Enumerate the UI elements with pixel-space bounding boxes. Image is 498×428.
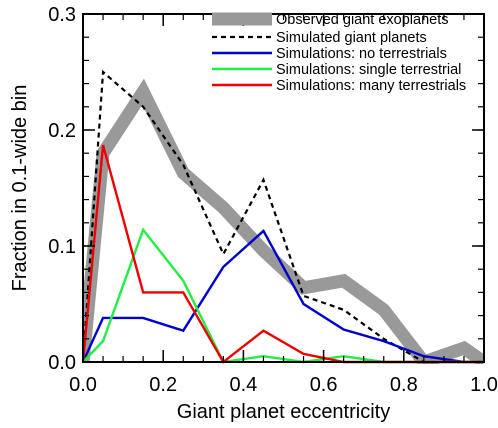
series-line-0 (83, 78, 484, 364)
y-axis-title: Fraction in 0.1-wide bin (9, 85, 31, 292)
y-tick-label: 0.2 (48, 120, 76, 142)
y-tick-label: 0.1 (48, 236, 76, 258)
tick-labels-layer: 0.0 0.2 0.4 0.6 0.8 1.0 0.0 0.1 0.2 0.3 (48, 4, 498, 396)
x-tick-label: 0.8 (390, 374, 418, 396)
legend-label-0: Observed giant exoplanets (276, 12, 449, 28)
y-tick-label: 0.3 (48, 4, 76, 26)
legend-label-3: Simulations: single terrestrial (276, 62, 461, 78)
x-tick-label: 0.0 (69, 374, 97, 396)
y-tick-label: 0.0 (48, 352, 76, 374)
x-tick-label: 1.0 (470, 374, 498, 396)
plot-area (83, 69, 484, 364)
legend: Observed giant exoplanets Simulated giant… (212, 12, 466, 94)
x-tick-label: 0.4 (229, 374, 257, 396)
legend-label-1: Simulated giant planets (276, 30, 427, 46)
x-tick-label: 0.6 (310, 374, 338, 396)
legend-label-4: Simulations: many terrestrials (276, 78, 466, 94)
series-layer (83, 69, 484, 364)
series-line-4 (83, 144, 484, 364)
legend-label-2: Simulations: no terrestrials (276, 46, 447, 62)
series-line-2 (83, 229, 484, 364)
x-axis-title: Giant planet eccentricity (177, 401, 390, 423)
ticks-layer (82, 13, 485, 363)
x-tick-label: 0.2 (149, 374, 177, 396)
